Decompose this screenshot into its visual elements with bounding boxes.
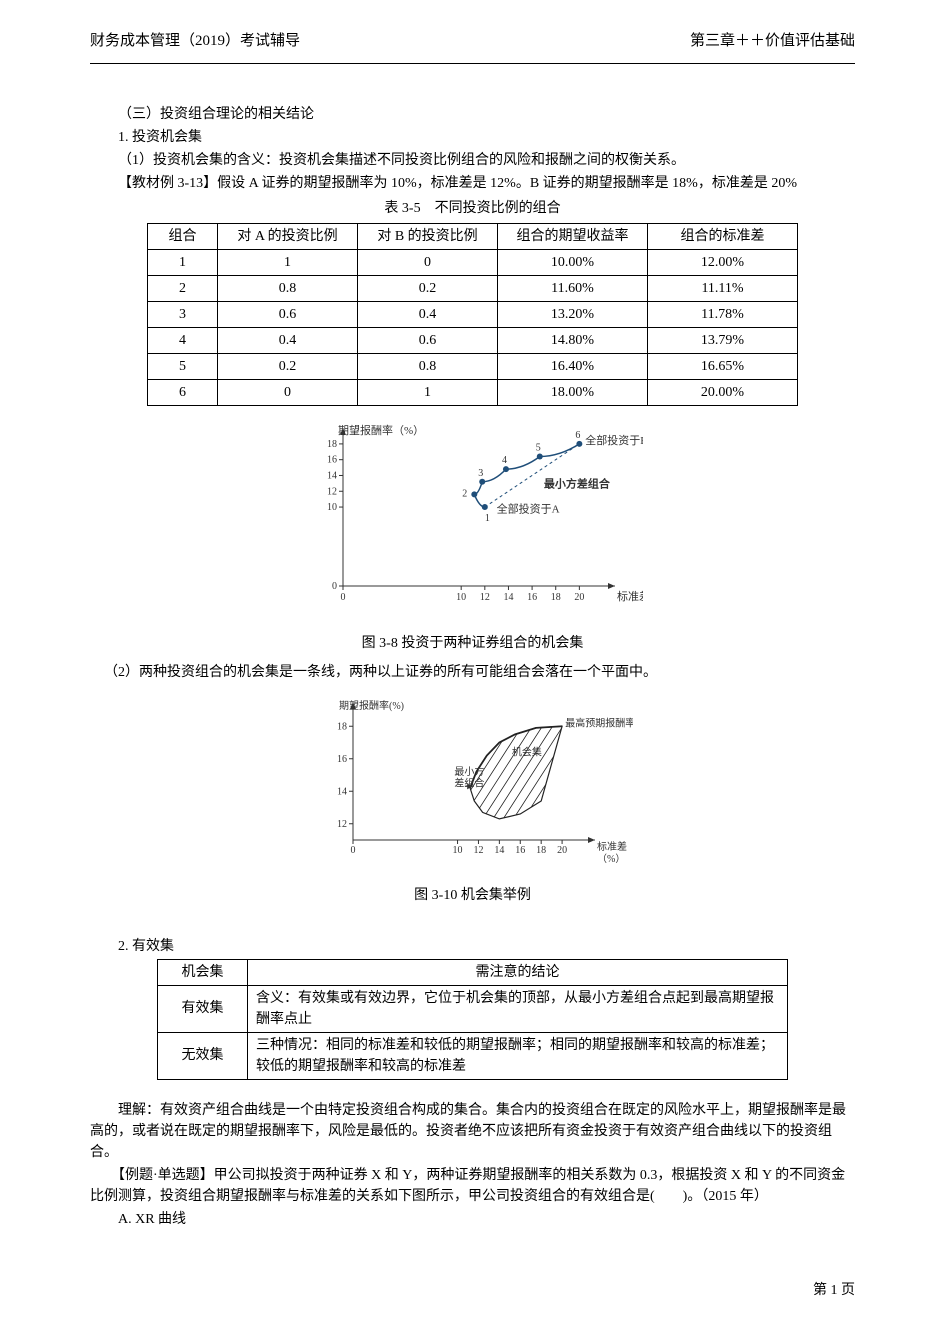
header-underline [90, 63, 855, 64]
svg-text:差组合: 差组合 [454, 776, 484, 789]
svg-text:10: 10 [456, 592, 466, 603]
subsection-1: 1. 投资机会集 [90, 127, 855, 148]
svg-text:12: 12 [327, 486, 337, 497]
chart-3-10: 0 10 12 14 16 18 20 12 14 16 18 期望报酬率(%) 标准差（%） 最高预期报… [313, 698, 633, 873]
table-header: 组合的标准差 [648, 223, 798, 249]
example-3-13: 【教材例 3-13】假设 A 证券的期望报酬率为 10%，标准差是 12%。B … [90, 173, 855, 194]
fig-3-8-caption: 图 3-8 投资于两种证券组合的机会集 [90, 633, 855, 654]
para-understand: 理解：有效资产组合曲线是一个由特定投资组合构成的集合。集合内的投资组合在既定的风… [90, 1100, 855, 1163]
table-3-5: 组合对 A 的投资比例对 B 的投资比例组合的期望收益率组合的标准差11010.… [147, 223, 798, 406]
svg-text:20: 20 [574, 592, 584, 603]
svg-text:0: 0 [340, 592, 345, 603]
table-row: 40.40.614.80%13.79% [148, 327, 798, 353]
table-row: 30.60.413.20%11.78% [148, 301, 798, 327]
table-row: 50.20.816.40%16.65% [148, 353, 798, 379]
svg-text:18: 18 [337, 721, 347, 732]
svg-text:16: 16 [515, 845, 525, 856]
svg-text:12: 12 [337, 818, 347, 829]
table-header: 机会集 [158, 959, 248, 985]
table-header: 组合 [148, 223, 218, 249]
svg-text:最小方: 最小方 [454, 765, 484, 778]
svg-text:标准差: 标准差 [597, 840, 627, 853]
svg-text:全部投资于A: 全部投资于A [496, 501, 559, 515]
table-row: 20.80.211.60%11.11% [148, 275, 798, 301]
fig-3-10-caption: 图 3-10 机会集举例 [90, 885, 855, 906]
table-row: 有效集含义：有效集或有效边界，它位于机会集的顶部，从最小方差组合点起到最高期望报… [158, 985, 788, 1032]
svg-text:14: 14 [503, 592, 513, 603]
table-header: 组合的期望收益率 [498, 223, 648, 249]
svg-text:期望报酬率（%）: 期望报酬率（%） [338, 423, 424, 437]
svg-text:16: 16 [337, 753, 347, 764]
svg-text:14: 14 [494, 845, 504, 856]
table-header: 对 B 的投资比例 [358, 223, 498, 249]
table-row: 无效集三种情况：相同的标准差和较低的期望报酬率；相同的期望报酬率和较高的标准差；… [158, 1032, 788, 1079]
svg-text:6: 6 [575, 429, 580, 440]
svg-text:标准差（%）: 标准差（%） [617, 589, 643, 603]
svg-text:4: 4 [501, 455, 506, 466]
table-3-5-caption: 表 3-5 不同投资比例的组合 [90, 198, 855, 219]
svg-text:16: 16 [327, 454, 337, 465]
svg-text:14: 14 [327, 470, 337, 481]
svg-text:20: 20 [557, 845, 567, 856]
svg-text:10: 10 [452, 845, 462, 856]
section-3-title: （三）投资组合理论的相关结论 [90, 104, 855, 125]
svg-text:14: 14 [337, 786, 347, 797]
svg-text:最小方差组合: 最小方差组合 [543, 476, 610, 490]
svg-text:18: 18 [550, 592, 560, 603]
subsection-2: 2. 有效集 [90, 936, 855, 957]
svg-text:18: 18 [327, 438, 337, 449]
svg-text:1: 1 [484, 513, 489, 524]
para-2-desc: （2）两种投资组合的机会集是一条线，两种以上证券的所有可能组合会落在一个平面中。 [90, 662, 855, 683]
header-left: 财务成本管理（2019）考试辅导 [90, 30, 300, 53]
svg-text:5: 5 [535, 442, 540, 453]
chart-3-8-wrap: 010121416182001012141618期望报酬率（%）标准差（%）12… [90, 421, 855, 628]
svg-text:全部投资于B: 全部投资于B [585, 432, 643, 446]
svg-text:10: 10 [327, 502, 337, 513]
svg-text:期望报酬率(%): 期望报酬率(%) [339, 699, 404, 712]
option-a: A. XR 曲线 [90, 1209, 855, 1230]
example-question: 【例题·单选题】甲公司拟投资于两种证券 X 和 Y，两种证券期望报酬率的相关系数… [90, 1165, 855, 1207]
svg-text:16: 16 [527, 592, 537, 603]
svg-text:最高预期报酬率: 最高预期报酬率 [565, 716, 633, 729]
page-header: 财务成本管理（2019）考试辅导 第三章＋＋价值评估基础 [90, 30, 855, 53]
svg-text:0: 0 [332, 581, 337, 592]
svg-text:（%）: （%） [597, 853, 625, 865]
svg-text:18: 18 [536, 845, 546, 856]
svg-text:机会集: 机会集 [511, 745, 541, 758]
table-header: 需注意的结论 [248, 959, 788, 985]
table-row: 11010.00%12.00% [148, 249, 798, 275]
table-row: 60118.00%20.00% [148, 379, 798, 405]
svg-text:3: 3 [478, 467, 483, 478]
svg-text:0: 0 [350, 845, 355, 856]
table-header: 对 A 的投资比例 [218, 223, 358, 249]
svg-text:2: 2 [462, 488, 467, 499]
page-footer: 第 1 页 [90, 1280, 855, 1301]
table-effective-set: 机会集需注意的结论有效集含义：有效集或有效边界，它位于机会集的顶部，从最小方差组… [157, 959, 788, 1080]
header-right: 第三章＋＋价值评估基础 [690, 30, 855, 53]
svg-text:12: 12 [479, 592, 489, 603]
para-1-1: （1）投资机会集的含义：投资机会集描述不同投资比例组合的风险和报酬之间的权衡关系… [90, 150, 855, 171]
chart-3-8: 010121416182001012141618期望报酬率（%）标准差（%）12… [303, 421, 643, 621]
svg-text:12: 12 [473, 845, 483, 856]
chart-3-10-wrap: 0 10 12 14 16 18 20 12 14 16 18 期望报酬率(%) 标准差（%） 最高预期报… [90, 698, 855, 880]
